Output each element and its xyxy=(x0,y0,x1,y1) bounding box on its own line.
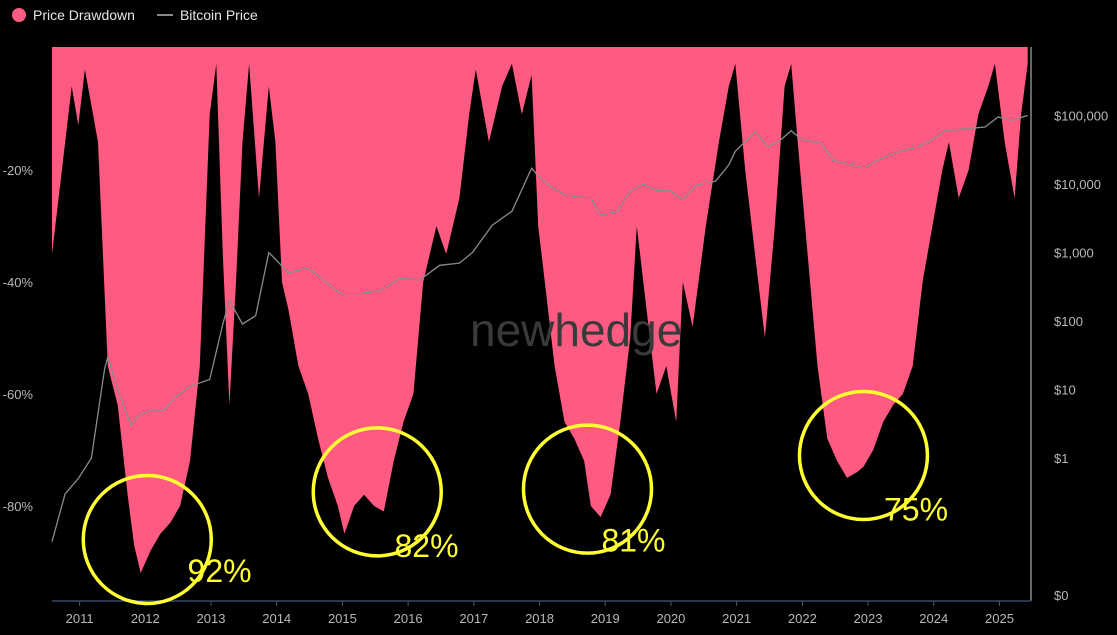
y-right-tick-label: $100 xyxy=(1054,314,1083,329)
annotation-label: 81% xyxy=(601,522,665,558)
chart-legend: Price Drawdown Bitcoin Price xyxy=(12,7,258,23)
legend-item-price[interactable]: Bitcoin Price xyxy=(156,7,258,23)
x-tick-label: 2011 xyxy=(66,611,94,626)
x-tick-label: 2020 xyxy=(656,611,685,626)
annotation-label: 75% xyxy=(884,492,948,528)
annotation-label: 92% xyxy=(188,553,252,589)
annotation-circle xyxy=(797,389,930,522)
y-right-tick-label: $100,000 xyxy=(1054,109,1108,124)
x-tick-label: 2025 xyxy=(985,611,1014,626)
watermark-text: newhedge xyxy=(470,304,682,356)
y-left-tick-label: -40% xyxy=(3,275,34,290)
x-tick-label: 2014 xyxy=(262,611,291,626)
y-left-tick-label: -80% xyxy=(3,499,34,514)
x-tick-label: 2015 xyxy=(328,611,357,626)
y-left-tick-label: -20% xyxy=(3,163,34,178)
y-right-tick-label: $10,000 xyxy=(1054,177,1101,192)
legend-drawdown-label: Price Drawdown xyxy=(33,7,135,23)
y-left-tick-label: -60% xyxy=(3,387,34,402)
annotation-circle xyxy=(81,473,214,606)
y-right-tick-label: $1 xyxy=(1054,451,1068,466)
annotation-label: 82% xyxy=(394,528,458,564)
x-tick-label: 2013 xyxy=(197,611,226,626)
legend-price-label: Bitcoin Price xyxy=(179,7,258,23)
y-right-tick-label: $1,000 xyxy=(1054,246,1094,261)
x-tick-label: 2016 xyxy=(394,611,423,626)
annotation-circle xyxy=(311,426,443,558)
price-swatch-icon xyxy=(156,14,173,16)
annotation-circle xyxy=(521,423,654,555)
x-tick-label: 2017 xyxy=(459,611,488,626)
x-tick-label: 2023 xyxy=(854,611,883,626)
drawdown-area xyxy=(52,47,1028,573)
drawdown-swatch-icon xyxy=(12,8,26,22)
x-tick-label: 2022 xyxy=(788,611,817,626)
x-tick-label: 2019 xyxy=(591,611,620,626)
y-right-tick-label: $0 xyxy=(1054,588,1068,603)
x-tick-label: 2012 xyxy=(131,611,160,626)
legend-item-drawdown[interactable]: Price Drawdown xyxy=(12,7,135,23)
x-tick-label: 2021 xyxy=(722,611,751,626)
x-tick-label: 2018 xyxy=(525,611,554,626)
price-line xyxy=(51,114,1028,542)
x-tick-label: 2024 xyxy=(919,611,948,626)
y-right-tick-label: $10 xyxy=(1054,383,1076,398)
